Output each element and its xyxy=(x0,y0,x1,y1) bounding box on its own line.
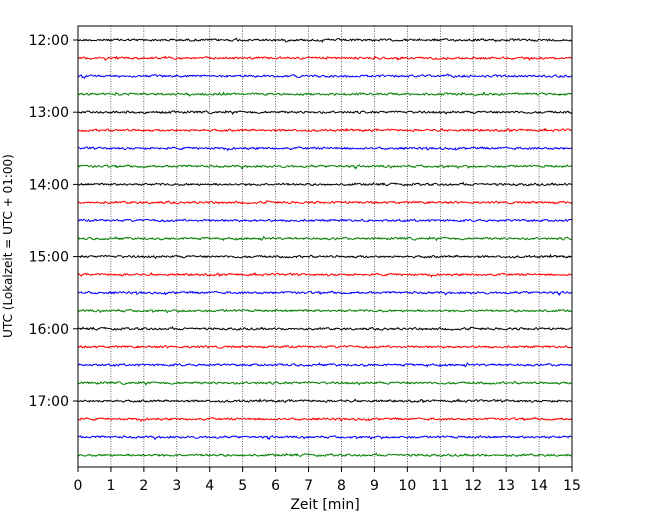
y-tick-label: 13:00 xyxy=(29,105,69,121)
x-tick-label: 10 xyxy=(398,478,416,494)
seismic-trace-9 xyxy=(77,181,572,187)
seismic-trace-15 xyxy=(77,290,572,297)
x-tick-label: 11 xyxy=(431,478,449,494)
seismic-trace-20 xyxy=(77,380,572,386)
grid-lines xyxy=(110,26,540,467)
x-tick-label: 14 xyxy=(530,478,548,494)
y-tick-label: 12:00 xyxy=(29,33,69,49)
seismic-trace-7 xyxy=(77,146,572,152)
seismic-trace-4 xyxy=(77,91,572,97)
seismic-trace-21 xyxy=(77,397,572,404)
x-tick-label: 15 xyxy=(563,478,581,494)
x-tick-label: 4 xyxy=(205,478,214,494)
seismic-trace-23 xyxy=(77,435,572,441)
seismic-trace-1 xyxy=(77,37,572,43)
seismic-trace-13 xyxy=(77,253,572,260)
seismic-trace-8 xyxy=(77,164,572,170)
trace-group xyxy=(77,37,572,458)
x-tick-label: 13 xyxy=(497,478,515,494)
x-tick-label: 2 xyxy=(139,478,148,494)
x-tick-label: 7 xyxy=(304,478,313,494)
seismic-trace-19 xyxy=(77,362,572,368)
seismic-trace-10 xyxy=(77,200,572,205)
x-axis: 0 1 2 3 4 5 6 7 8 9 10 11 12 13 14 15 xyxy=(74,467,581,494)
x-tick-label: 5 xyxy=(238,478,247,494)
x-tick-label: 9 xyxy=(370,478,379,494)
seismic-trace-14 xyxy=(77,271,572,278)
seismic-trace-16 xyxy=(77,308,572,314)
y-axis-label: UTC (Lokalzeit = UTC + 01:00) xyxy=(1,154,15,338)
x-tick-label: 6 xyxy=(271,478,280,494)
seismic-trace-24 xyxy=(77,452,572,458)
x-tick-label: 0 xyxy=(74,478,83,494)
y-tick-label: 14:00 xyxy=(29,177,69,193)
x-tick-label: 12 xyxy=(464,478,482,494)
x-tick-label: 1 xyxy=(106,478,115,494)
seismic-trace-6 xyxy=(77,127,572,133)
seismic-trace-2 xyxy=(77,55,572,62)
x-tick-label: 3 xyxy=(172,478,181,494)
y-tick-label: 17:00 xyxy=(29,394,69,410)
seismic-trace-18 xyxy=(77,344,572,349)
x-axis-label: Zeit [min] xyxy=(290,497,359,513)
plot-frame xyxy=(77,25,573,468)
x-tick-label: 8 xyxy=(337,478,346,494)
y-axis: 12:00 13:00 14:00 15:00 16:00 17:00 xyxy=(29,33,78,410)
seismic-trace-17 xyxy=(77,325,572,331)
seismic-trace-22 xyxy=(77,416,572,423)
y-tick-label: 15:00 xyxy=(29,250,69,266)
seismic-trace-12 xyxy=(77,235,572,242)
seismic-trace-3 xyxy=(77,73,572,80)
y-tick-label: 16:00 xyxy=(29,322,69,338)
seismic-trace-11 xyxy=(77,218,572,223)
seismic-trace-5 xyxy=(77,109,572,116)
